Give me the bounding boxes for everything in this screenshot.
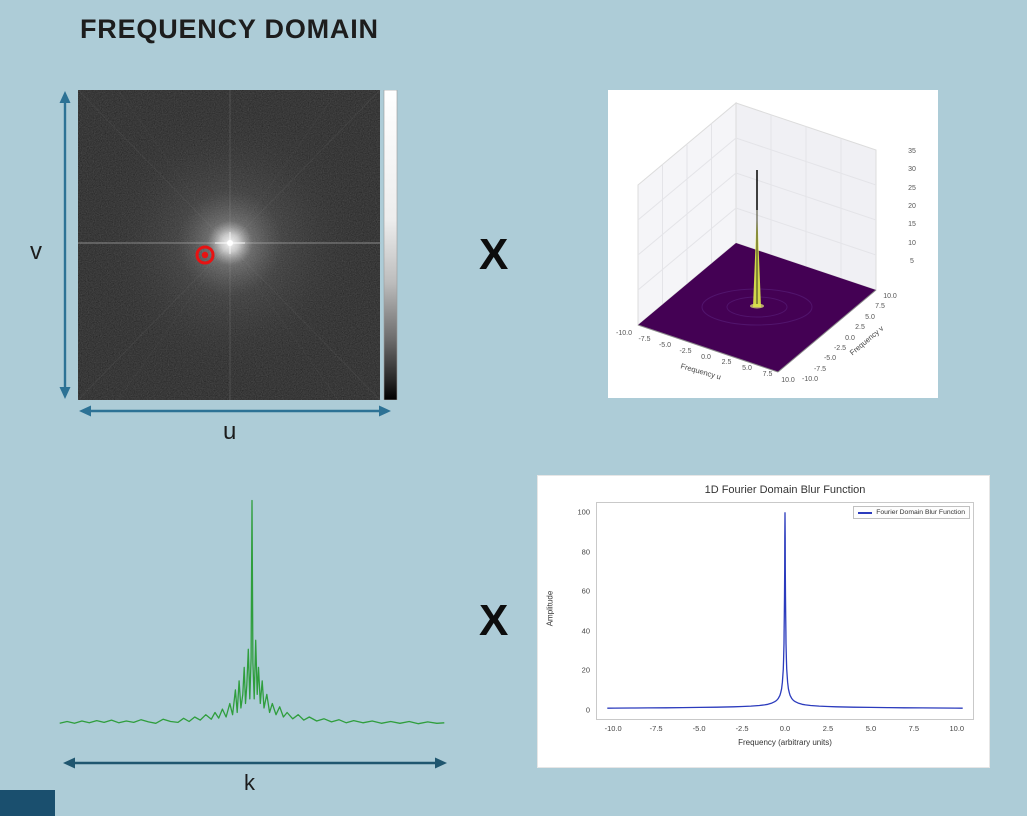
fft-colorbar (383, 90, 398, 400)
surface-y-tick: 10.0 (883, 293, 897, 300)
blur-plot-panel: 1D Fourier Domain Blur Function Fourier … (537, 475, 990, 768)
surface-x-tick: 7.5 (762, 371, 773, 379)
blur-function-curve (607, 512, 963, 709)
blur-y-tick: 40 (581, 626, 590, 636)
blur-ylabel: Amplitude (545, 590, 555, 627)
surface-3d-axes (608, 90, 938, 398)
blur-x-tick: -5.0 (692, 724, 706, 733)
multiply-sign-top: X (479, 230, 509, 279)
surface-x-tick: -10.0 (616, 330, 632, 337)
page-title: FREQUENCY DOMAIN (80, 14, 379, 44)
u-axis-label: u (223, 418, 237, 445)
blur-plot-area: Fourier Domain Blur Function (596, 502, 974, 720)
surface-z-tick: 20 (908, 203, 916, 210)
surface-x-tick: 0.0 (701, 353, 711, 361)
green-spectrum-chart (59, 499, 445, 725)
blur-x-tick: 2.5 (822, 724, 834, 733)
surface-z-tick: 15 (908, 221, 916, 229)
blur-x-tick: -10.0 (604, 724, 622, 733)
surface-x-tick: 10.0 (781, 377, 795, 384)
surface-z-tick: 30 (908, 166, 916, 174)
surface-x-tick: -5.0 (658, 341, 672, 349)
blur-plot-title: 1D Fourier Domain Blur Function (704, 484, 866, 496)
surface-wall-grid (637, 114, 877, 305)
red-marker (195, 245, 215, 265)
surface-y-tick: 5.0 (865, 313, 875, 321)
blur-y-tick: 80 (581, 547, 590, 557)
surface-y-tick: -10.0 (802, 376, 818, 383)
fft-spectrum-image (78, 90, 398, 400)
surface-z-tick: 5 (910, 258, 914, 265)
blur-y-tick-column: 0 20 40 60 80 100 (538, 502, 594, 720)
surface-plot-panel: -10.0 -7.5 -5.0 -2.5 0.0 2.5 5.0 7.5 10.0 -10.0-… (608, 90, 938, 398)
blur-x-tick: 10.0 (949, 724, 965, 733)
u-axis-arrow (79, 405, 391, 417)
blur-x-tick: 7.5 (908, 724, 920, 733)
blur-x-tick: 5.0 (865, 724, 877, 733)
blur-x-tick: 0.0 (779, 724, 791, 733)
surface-z-tick: 10 (908, 239, 916, 247)
legend-label: Fourier Domain Blur Function (876, 509, 965, 516)
k-axis-arrow (63, 757, 447, 769)
surface-x-tick: 5.0 (742, 365, 752, 373)
surface-y-tick: 2.5 (855, 324, 865, 332)
v-axis-arrow (59, 91, 71, 399)
fft-center-star (215, 232, 245, 254)
surface-x-tick: -2.5 (679, 347, 692, 355)
surface-y-tick: -7.5 (813, 365, 827, 373)
v-axis-label: v (30, 238, 42, 265)
surface-axis-edges (637, 289, 877, 373)
surface-x-tick: 2.5 (721, 359, 732, 367)
blur-legend: Fourier Domain Blur Function (853, 506, 970, 519)
corner-accent-bar (0, 790, 55, 816)
surface-y-tick: 0.0 (845, 334, 855, 342)
blur-xlabel: Frequency (arbitrary units) (738, 738, 832, 747)
blur-x-tick: -2.5 (735, 724, 749, 733)
blur-x-tick: -7.5 (649, 724, 663, 733)
blur-y-tick: 20 (581, 665, 590, 675)
blur-y-tick: 60 (581, 586, 590, 596)
surface-y-tick: 7.5 (875, 303, 885, 311)
blur-y-tick: 0 (585, 705, 590, 715)
surface-y-tick: -2.5 (833, 344, 847, 352)
k-axis-label: k (244, 770, 255, 795)
surface-z-tick: 35 (908, 148, 916, 155)
surface-y-tick: -5.0 (823, 355, 837, 363)
surface-z-tick: 25 (908, 184, 916, 192)
surface-spike (750, 170, 764, 309)
blur-x-tick-row: -10.0 -7.5 -5.0 -2.5 0.0 2.5 5.0 7.5 10.0 (596, 722, 974, 734)
blur-y-tick: 100 (577, 507, 590, 517)
legend-line-sample (858, 511, 873, 514)
multiply-sign-bottom: X (479, 596, 509, 645)
surface-x-tick: -7.5 (638, 335, 651, 343)
